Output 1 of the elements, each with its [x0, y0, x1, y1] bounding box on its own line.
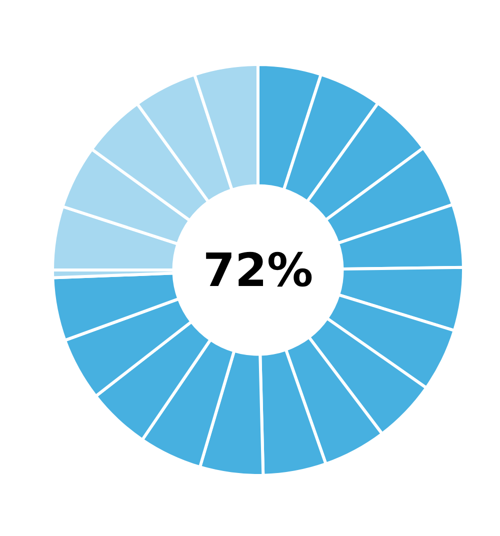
text: 72%	[202, 242, 314, 299]
